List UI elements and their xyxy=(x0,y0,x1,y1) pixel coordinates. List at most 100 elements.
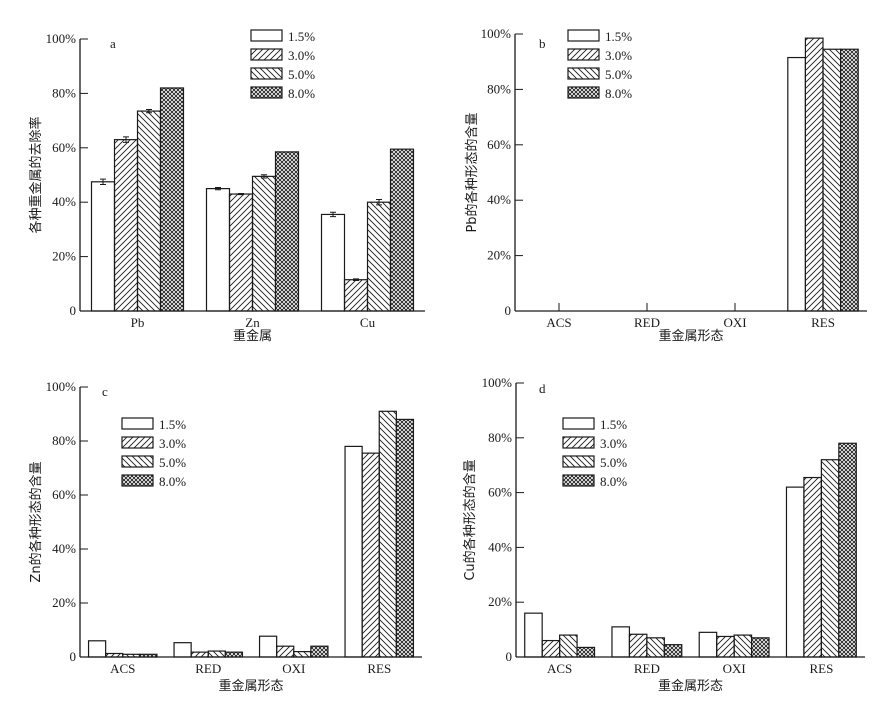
x-tick-label: RED xyxy=(634,315,660,330)
panel-label: c xyxy=(102,384,108,399)
bar xyxy=(310,645,329,658)
y-tick-label: 100% xyxy=(481,26,512,41)
legend-label: 8.0% xyxy=(605,86,632,101)
x-axis-title: 重金属形态 xyxy=(218,678,283,694)
panel-label: b xyxy=(539,36,546,51)
chart-panel-d: 0 20% 40% 60% 80% 100% ACS RED OXI RES 重金属形态 Cu的各种形… xyxy=(462,375,865,694)
x-tick-label: RES xyxy=(811,315,835,330)
y-tick-label: 20% xyxy=(488,594,512,609)
y-tick-label: 80% xyxy=(488,430,512,445)
bar xyxy=(366,201,392,312)
bar xyxy=(838,442,857,658)
bar xyxy=(611,626,631,658)
y-tick-label: 40% xyxy=(52,541,76,556)
bar xyxy=(698,631,718,658)
legend: 1.5% 3.0% 5.0% 8.0% xyxy=(567,29,632,101)
bar xyxy=(804,37,824,312)
legend-label: 5.0% xyxy=(605,67,632,82)
legend-label: 1.5% xyxy=(159,417,186,432)
y-axis-title: Pb的各种形态的含量 xyxy=(464,112,480,232)
bar xyxy=(541,639,561,658)
bar xyxy=(276,645,295,658)
error-bar xyxy=(123,136,129,143)
y-tick-label: 20% xyxy=(487,248,511,263)
x-tick-label: OXI xyxy=(723,315,746,330)
x-tick-label: ACS xyxy=(110,661,135,676)
legend-swatch xyxy=(567,67,600,80)
legend-swatch xyxy=(562,436,595,449)
error-bar xyxy=(100,178,106,186)
y-tick-label: 40% xyxy=(487,192,511,207)
bar xyxy=(576,646,596,658)
legend: 1.5% 3.0% 5.0% 8.0% xyxy=(562,417,627,489)
y-tick-label: 40% xyxy=(488,539,512,554)
bar xyxy=(750,637,770,658)
bar xyxy=(716,635,735,658)
bar xyxy=(663,644,683,658)
legend-label: 8.0% xyxy=(288,86,315,101)
legend-swatch xyxy=(121,474,154,487)
y-tick-label: 0 xyxy=(505,303,512,318)
bar xyxy=(628,633,648,658)
y-tick-label: 60% xyxy=(52,487,76,502)
y-tick-label: 20% xyxy=(52,249,76,264)
x-axis-title: 重金属 xyxy=(233,328,272,344)
bar xyxy=(559,634,578,658)
bar xyxy=(320,213,346,312)
bar xyxy=(524,612,543,658)
bar xyxy=(207,650,226,658)
bar xyxy=(733,634,753,658)
legend-label: 5.0% xyxy=(288,67,315,82)
bar xyxy=(787,56,806,312)
bar xyxy=(205,188,231,312)
error-bar xyxy=(376,198,382,206)
error-bar xyxy=(146,108,152,114)
bar xyxy=(258,635,278,658)
bar xyxy=(378,410,397,658)
bar xyxy=(190,651,209,658)
legend-swatch xyxy=(121,455,154,468)
bar xyxy=(251,175,277,312)
legend-swatch xyxy=(567,48,600,61)
y-tick-label: 100% xyxy=(482,375,513,390)
x-tick-label: Pb xyxy=(131,315,145,330)
y-tick-label: 80% xyxy=(487,81,511,96)
y-tick-label: 100% xyxy=(46,31,77,46)
x-tick-label: ACS xyxy=(546,315,571,330)
x-axis-title: 重金属形态 xyxy=(658,328,723,344)
x-tick-label: OXI xyxy=(723,661,746,676)
legend-label: 3.0% xyxy=(159,436,186,451)
bar xyxy=(344,445,363,658)
bar xyxy=(803,476,822,658)
chart-panel-b: 0 20% 40% 60% 80% 100% ACS RED OXI RES 重金属形态 Pb的各种形… xyxy=(464,26,867,344)
legend-swatch xyxy=(250,67,283,80)
legend: 1.5% 3.0% 5.0% 8.0% xyxy=(250,29,315,101)
y-axis-title: 各种重金属的去除率 xyxy=(28,116,44,233)
chart-panel-a: 0 20% 40% 60% 80% 100% Pb Zn Cu 重金属 各种重金属的去除率 a 1.5%… xyxy=(28,29,425,344)
legend-swatch xyxy=(250,86,283,99)
bar xyxy=(159,87,185,312)
bar xyxy=(389,148,415,312)
legend-swatch xyxy=(567,86,600,99)
error-bar xyxy=(238,192,244,196)
y-axis-title: Cu的各种形态的含量 xyxy=(462,459,478,580)
y-tick-label: 20% xyxy=(52,595,76,610)
y-tick-label: 60% xyxy=(488,485,512,500)
legend-swatch xyxy=(250,29,283,42)
legend-swatch xyxy=(562,474,595,487)
panel-label: d xyxy=(539,381,546,396)
x-tick-label: OXI xyxy=(282,661,305,676)
legend-label: 8.0% xyxy=(159,474,186,489)
legend-swatch xyxy=(121,417,154,430)
bar xyxy=(293,650,312,658)
legend-label: 3.0% xyxy=(288,48,315,63)
x-axis-title: 重金属形态 xyxy=(658,678,723,694)
bar xyxy=(136,110,162,312)
error-bar xyxy=(353,278,359,282)
x-tick-label: ACS xyxy=(547,661,572,676)
legend-label: 1.5% xyxy=(288,29,315,44)
x-tick-label: RES xyxy=(367,661,391,676)
error-bar xyxy=(261,174,267,179)
